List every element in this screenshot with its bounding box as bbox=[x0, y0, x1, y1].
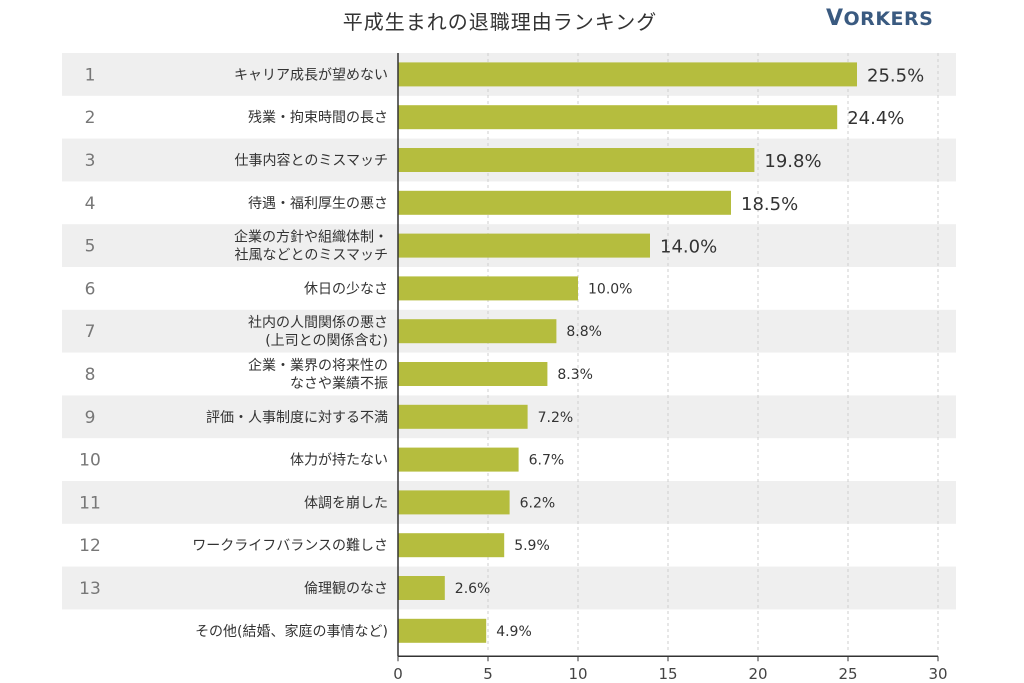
x-tick-label: 25 bbox=[838, 665, 857, 683]
rank-number: 1 bbox=[85, 65, 96, 85]
category-label: キャリア成長が望めない bbox=[234, 67, 388, 83]
value-label: 6.7% bbox=[529, 453, 565, 469]
x-tick-label: 5 bbox=[483, 665, 493, 683]
category-label: 社風などとのミスマッチ bbox=[235, 248, 388, 264]
rank-number: 7 bbox=[85, 322, 96, 342]
value-label: 4.9% bbox=[496, 624, 532, 640]
x-tick-label: 0 bbox=[393, 665, 403, 683]
chart-title: 平成生まれの退職理由ランキング bbox=[342, 10, 658, 34]
value-label: 25.5% bbox=[867, 65, 924, 86]
value-label: 2.6% bbox=[455, 581, 491, 597]
x-tick-label: 15 bbox=[658, 665, 677, 683]
bar bbox=[398, 105, 838, 130]
x-tick-label: 10 bbox=[568, 665, 587, 683]
rank-number: 12 bbox=[79, 536, 101, 556]
category-label: 待遇・福利厚生の悪さ bbox=[248, 196, 388, 212]
row-band bbox=[62, 566, 956, 610]
value-label: 8.8% bbox=[566, 324, 602, 340]
value-label: 24.4% bbox=[847, 108, 904, 129]
category-label: 企業・業界の将来性の bbox=[248, 357, 388, 374]
value-label: 7.2% bbox=[538, 410, 574, 426]
rank-number: 4 bbox=[85, 194, 96, 214]
vorkers-logo: VORKERS bbox=[826, 6, 933, 31]
logo-rest: ORKERS bbox=[843, 8, 934, 30]
category-label: 体調を崩した bbox=[304, 495, 388, 511]
category-label: ワークライフバランスの難しさ bbox=[192, 538, 388, 554]
category-label: 評価・人事制度に対する不満 bbox=[206, 410, 388, 426]
value-label: 6.2% bbox=[520, 495, 556, 511]
category-label: 仕事内容とのミスマッチ bbox=[235, 152, 388, 169]
category-label: その他(結婚、家庭の事情など) bbox=[195, 623, 388, 640]
bar bbox=[398, 447, 519, 472]
category-label: (上司との関係含む) bbox=[265, 333, 388, 349]
value-label: 5.9% bbox=[514, 538, 550, 554]
category-label: 体力が持たない bbox=[290, 453, 388, 469]
rank-number: 10 bbox=[79, 451, 101, 471]
bar bbox=[398, 404, 528, 429]
bar bbox=[398, 362, 548, 386]
rank-number: 9 bbox=[85, 408, 96, 428]
x-tick-label: 20 bbox=[748, 665, 767, 683]
bar bbox=[398, 618, 487, 643]
bar bbox=[398, 190, 731, 215]
bar bbox=[398, 233, 650, 258]
logo-initial: V bbox=[826, 6, 844, 31]
rank-number: 8 bbox=[85, 365, 96, 385]
bar bbox=[398, 62, 857, 87]
rank-number: 13 bbox=[79, 579, 101, 599]
bar bbox=[398, 490, 510, 515]
category-label: なさや業績不振 bbox=[290, 376, 388, 392]
value-label: 18.5% bbox=[741, 194, 798, 215]
category-label: 休日の少なさ bbox=[304, 281, 388, 297]
rank-number: 5 bbox=[85, 237, 96, 257]
category-label: 残業・拘束時間の長さ bbox=[248, 110, 388, 126]
rank-number: 6 bbox=[85, 279, 96, 299]
x-tick-label: 30 bbox=[928, 665, 947, 683]
value-label: 8.3% bbox=[557, 367, 593, 383]
category-label: 倫理観のなさ bbox=[304, 580, 388, 597]
rank-number: 3 bbox=[85, 151, 96, 171]
bar bbox=[398, 576, 445, 600]
bar bbox=[398, 533, 505, 558]
value-label: 19.8% bbox=[764, 151, 821, 172]
rank-number: 11 bbox=[79, 493, 101, 513]
bar bbox=[398, 276, 578, 301]
value-label: 10.0% bbox=[588, 281, 632, 297]
value-label: 14.0% bbox=[660, 237, 717, 258]
rank-number: 2 bbox=[85, 108, 96, 128]
bar bbox=[398, 319, 557, 344]
category-label: 企業の方針や組織体制・ bbox=[234, 229, 388, 246]
bar bbox=[398, 148, 755, 172]
category-label: 社内の人間関係の悪さ bbox=[248, 315, 388, 331]
